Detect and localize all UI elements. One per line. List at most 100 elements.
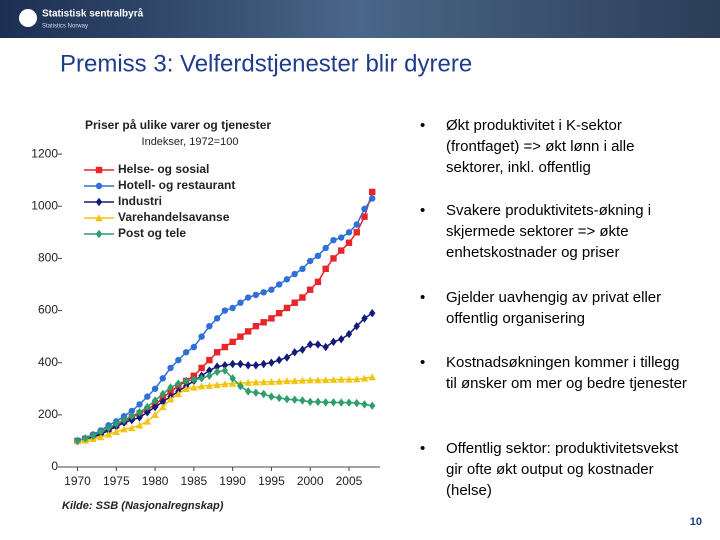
marker [151,402,159,412]
marker [167,383,174,392]
marker [252,388,260,397]
legend-label: Varehandelsavanse [118,210,230,224]
legend-label: Industri [118,194,162,208]
logo-subtext: Statistics Norway [42,24,88,30]
marker [136,413,143,422]
marker [159,397,167,407]
marker [322,376,330,384]
x-tick-label: 2005 [336,474,363,488]
logo-text: Statistisk sentralbyrå [42,8,144,20]
marker [97,433,105,441]
marker [322,244,329,252]
marker [128,411,136,421]
x-tick-label: 1975 [103,474,130,488]
marker [182,349,190,356]
bullet: • Økt produktivitet i K-sektor (frontfage… [420,115,690,178]
marker [306,397,314,407]
marker [120,425,128,433]
marker [74,436,81,446]
marker [229,304,236,312]
marker [213,367,221,377]
marker [244,361,252,370]
marker [275,309,283,317]
bullet-dot: • [420,117,426,134]
marker [338,335,345,344]
marker [252,361,260,370]
marker [368,373,376,381]
marker [128,407,136,415]
marker [260,389,267,399]
marker [182,385,190,392]
marker [314,278,322,286]
marker [144,402,151,412]
y-tick-label: 200 [38,407,58,421]
marker [353,221,360,228]
marker [166,395,175,403]
marker [229,359,236,369]
bullet-dot: • [420,440,426,457]
marker [198,374,205,383]
marker [369,308,376,318]
marker [361,314,368,323]
marker [190,343,198,351]
marker [299,265,306,273]
marker [267,378,276,385]
marker [268,286,275,293]
header-banner [0,0,720,38]
marker [213,349,221,356]
marker [213,362,221,371]
marker [213,381,221,389]
marker [268,358,275,367]
marker [128,424,136,432]
marker [291,348,298,357]
marker [361,400,368,409]
y-tick-label: 1200 [31,146,58,160]
x-tick-label: 1985 [181,474,208,488]
marker [275,377,283,385]
marker [330,398,337,407]
marker [244,328,252,335]
marker [314,340,322,349]
marker [268,392,275,401]
marker [136,401,143,408]
marker [143,417,152,425]
marker [283,395,291,404]
marker [353,229,360,236]
marker [105,423,112,433]
chart-subtitle: Indekser, 1972=100 [142,136,239,148]
marker [112,428,120,435]
marker [345,229,353,236]
legend-label: Hotell- og restaurant [118,178,235,192]
marker [135,421,144,429]
bullet-text: Kostnadsøkningen kommer i tillegg til øn… [446,354,687,392]
marker [237,381,244,391]
x-tick-label: 1990 [219,474,246,488]
marker [322,398,329,407]
chart-background [48,108,388,518]
marker [82,434,89,443]
marker [221,361,229,370]
marker [330,236,337,244]
x-tick-label: 2000 [297,474,324,488]
bullet: • Offentlig sektor: produktivitetsvekst g… [420,438,690,501]
marker [291,395,298,404]
marker [330,337,337,347]
chart-title: Priser på ulike varer og tjenester [85,118,271,132]
bullet-dot: • [420,354,426,371]
marker [283,276,291,283]
marker [353,398,360,408]
marker [306,257,314,265]
legend-marker [95,229,103,239]
x-tick-label: 1995 [258,474,285,488]
marker [275,393,283,403]
marker [97,427,104,436]
x-tick-label: 1970 [64,474,91,488]
marker [283,377,291,385]
bullet: • Svakere produktivitets-økning i skjerme… [420,200,690,263]
marker [197,382,206,390]
marker [190,383,198,391]
legend-label: Helse- og sosial [118,162,209,176]
marker [252,323,260,330]
marker [198,364,205,372]
